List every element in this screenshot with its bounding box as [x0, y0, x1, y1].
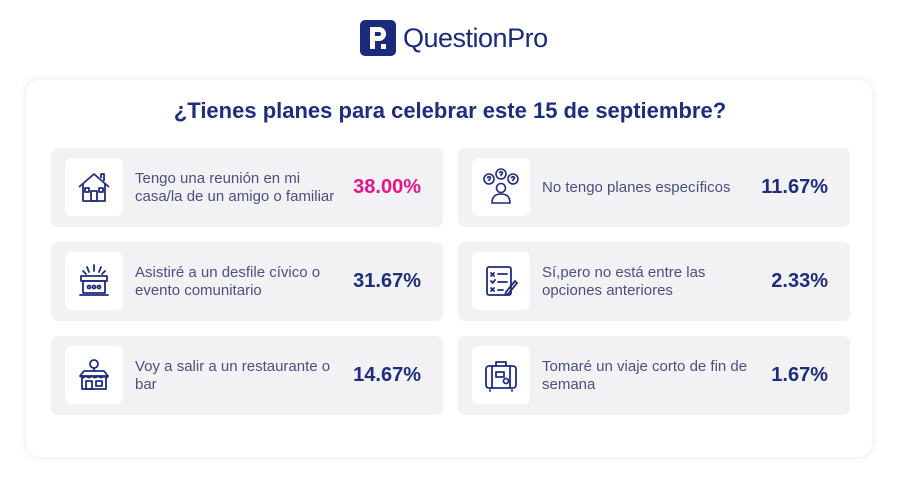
answer-percentage: 2.33% — [771, 270, 828, 292]
answer-row: Sí,pero no está entre las opciones anter… — [458, 242, 850, 321]
house-icon — [65, 158, 123, 216]
answer-percentage: 38.00% — [353, 176, 421, 198]
questionpro-logo: QuestionPro — [360, 20, 548, 56]
answer-label: Tomaré un viaje corto de fin de semana — [542, 357, 748, 393]
suitcase-icon — [472, 346, 530, 404]
answer-percentage: 14.67% — [353, 364, 421, 386]
answer-row: Tomaré un viaje corto de fin de semana 1… — [458, 336, 850, 415]
answer-label: Tengo una reunión en mi casa/la de un am… — [135, 169, 335, 205]
answer-row: No tengo planes específicos 11.67% — [458, 148, 850, 227]
answer-label: No tengo planes específicos — [542, 178, 731, 196]
answer-row: Tengo una reunión en mi casa/la de un am… — [51, 148, 443, 227]
answer-label: Asistiré a un desfile cívico o evento co… — [135, 263, 321, 299]
answer-percentage: 11.67% — [761, 176, 828, 198]
person-question-icon — [472, 158, 530, 216]
restaurant-icon — [65, 346, 123, 404]
parade-float-icon — [65, 252, 123, 310]
logo-text: QuestionPro — [403, 22, 548, 53]
checklist-icon — [472, 252, 530, 310]
answer-percentage: 31.67% — [353, 270, 421, 292]
chart-title: ¿Tienes planes para celebrar este 15 de … — [173, 98, 727, 123]
answer-label: Voy a salir a un restaurante o bar — [135, 357, 331, 393]
logo-mark-icon — [360, 20, 396, 56]
answer-row: Asistiré a un desfile cívico o evento co… — [51, 242, 443, 321]
answer-label: Sí,pero no está entre las opciones anter… — [542, 263, 706, 299]
answer-percentage: 1.67% — [771, 364, 828, 386]
answer-row: Voy a salir a un restaurante o bar 14.67… — [51, 336, 443, 415]
